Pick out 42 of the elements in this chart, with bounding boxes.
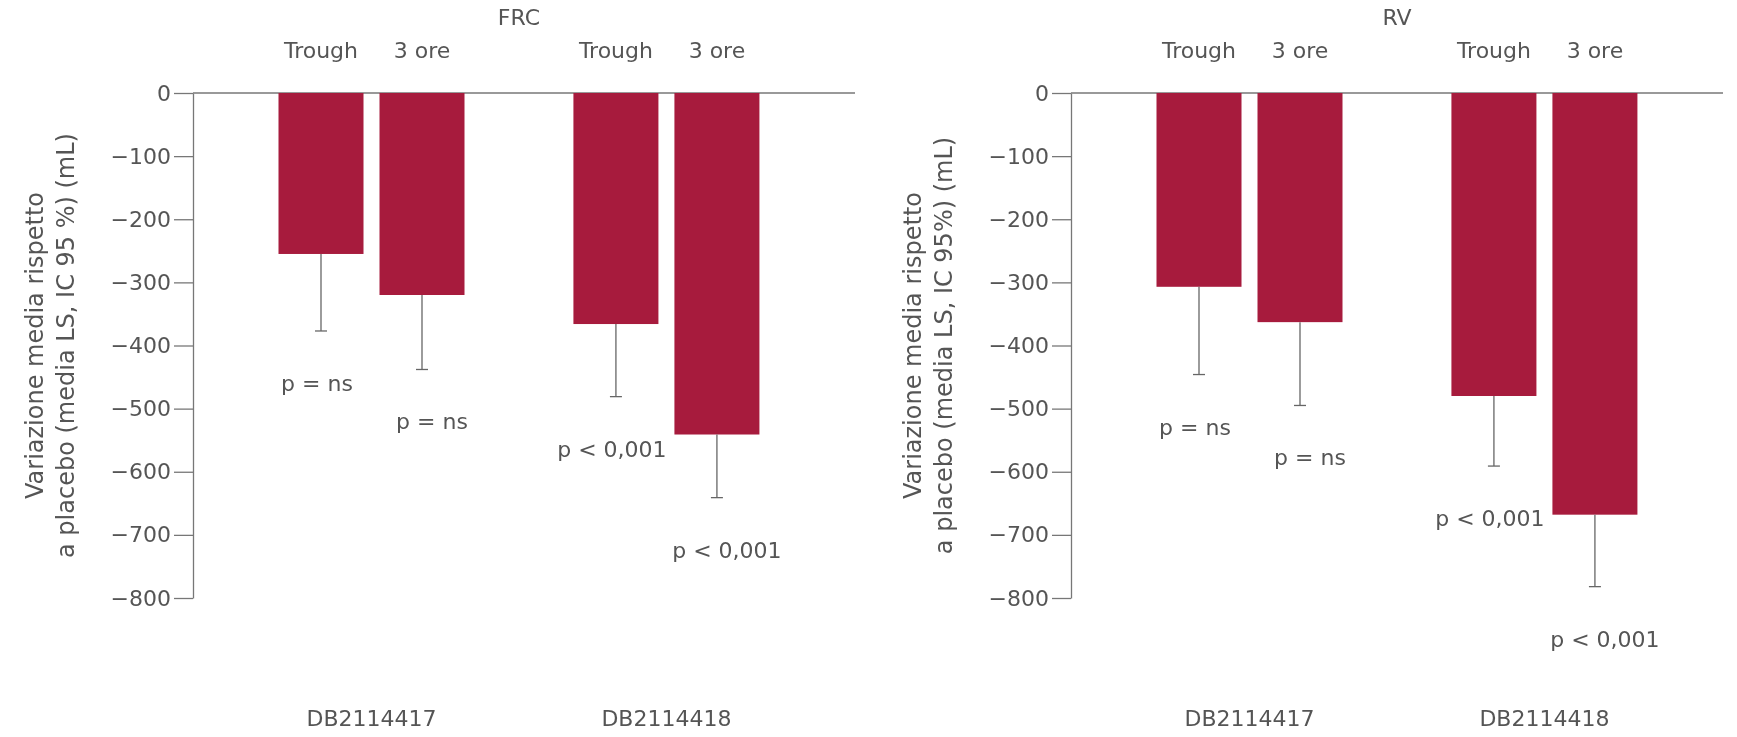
y-tick-label: −100 (988, 143, 1049, 169)
text: DB2114417 (306, 706, 437, 731)
x-tick-label: Trough (1160, 38, 1237, 63)
y-tick-label: 0 (1035, 80, 1049, 106)
annotation: p = ns (1159, 414, 1231, 440)
y-tick-label: 0 (157, 80, 171, 106)
y-tick-label: −200 (110, 206, 171, 232)
y-tick-label: −100 (110, 143, 171, 169)
chart-title: RV (1382, 5, 1412, 30)
chart-title: FRC (497, 5, 541, 30)
x-tick-label: 3 ore (393, 38, 451, 63)
annotation: p < 0,001 (672, 537, 782, 563)
y-tick-label: −200 (988, 206, 1049, 232)
y-tick-label: −300 (110, 269, 171, 295)
annotation: p < 0,001 (1435, 506, 1545, 532)
y-tick-label: −400 (988, 333, 1049, 359)
text: DB2114418 (1479, 706, 1610, 731)
x-tick-label: Trough (577, 38, 653, 63)
text: DB2114418 (601, 706, 732, 731)
x-tick-label: 3 ore (1566, 38, 1624, 63)
y-tick-label: −500 (110, 396, 171, 422)
y-axis-title: Variazione media rispetto a placebo (media LS, IC 95%) (mL) (899, 136, 958, 555)
x-tick-label: Trough (1455, 38, 1531, 63)
annotation: p < 0,001 (557, 436, 667, 462)
y-tick-label: −700 (988, 522, 1049, 548)
annotation: p = ns (396, 409, 468, 435)
x-tick-label: Trough (282, 38, 359, 63)
y-tick-label: −400 (110, 333, 171, 359)
y-tick-label: −300 (988, 269, 1049, 295)
y-tick-label: −800 (110, 585, 171, 611)
text: DB2114417 (1184, 706, 1315, 731)
y-tick-label: −600 (988, 459, 1049, 485)
y-tick-label: −600 (110, 459, 171, 485)
x-tick-label: 3 ore (688, 38, 746, 63)
annotation: p = ns (1274, 445, 1346, 471)
y-tick-label: −800 (988, 585, 1049, 611)
annotation: p = ns (281, 370, 353, 396)
y-tick-label: −700 (110, 522, 171, 548)
y-axis-title: Variazione media rispetto a placebo (media LS, IC 95 %) (mL) (21, 133, 80, 558)
text: p < 0,001 (1550, 626, 1660, 652)
y-tick-label: −500 (988, 396, 1049, 422)
x-tick-label: 3 ore (1271, 38, 1329, 63)
